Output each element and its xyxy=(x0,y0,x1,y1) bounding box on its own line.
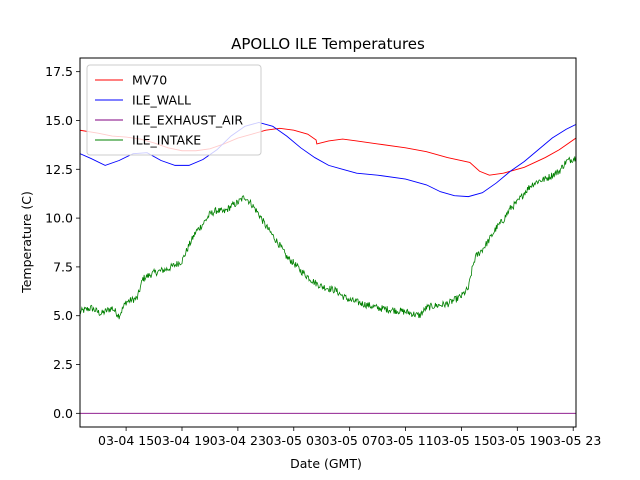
chart-title: APOLLO ILE Temperatures xyxy=(231,35,425,53)
x-tick-label: 03-05 23 xyxy=(545,433,601,448)
legend-label: ILE_INTAKE xyxy=(132,133,201,148)
x-tick-label: 03-04 15 xyxy=(98,433,154,448)
x-tick-label: 03-05 03 xyxy=(266,433,322,448)
series-line-ile-wall xyxy=(80,121,576,198)
y-tick-label: 7.5 xyxy=(53,259,73,274)
x-tick-label: 03-05 19 xyxy=(489,433,545,448)
x-axis-label: Date (GMT) xyxy=(290,456,362,471)
y-tick-label: 5.0 xyxy=(53,308,73,323)
series-line-ile-intake xyxy=(80,156,576,320)
x-tick-label: 03-04 23 xyxy=(210,433,266,448)
ticks-layer: 03-04 15 03-04 19 03-04 23 03-05 03 03-05 07… xyxy=(45,64,601,448)
legend-box xyxy=(86,64,262,156)
y-tick-label: 2.5 xyxy=(53,357,73,372)
y-tick-label: 10.0 xyxy=(45,211,73,226)
y-tick-label: 12.5 xyxy=(45,162,73,177)
y-tick-label: 0.0 xyxy=(53,406,73,421)
legend-label: ILE_WALL xyxy=(132,93,191,108)
y-axis-label: Temperature (C) xyxy=(19,191,34,294)
y-tick-label: 15.0 xyxy=(45,113,73,128)
x-tick-label: 03-05 15 xyxy=(433,433,489,448)
x-tick-label: 03-05 07 xyxy=(322,433,378,448)
legend: MV70 ILE_WALL ILE_EXHAUST_AIR ILE_INTAKE xyxy=(86,64,262,156)
y-tick-label: 17.5 xyxy=(45,64,73,79)
x-tick-label: 03-04 19 xyxy=(154,433,210,448)
axes-frame xyxy=(79,57,577,428)
legend-label: ILE_EXHAUST_AIR xyxy=(132,113,243,128)
x-tick-label: 03-05 11 xyxy=(377,433,433,448)
legend-label: MV70 xyxy=(132,73,167,88)
